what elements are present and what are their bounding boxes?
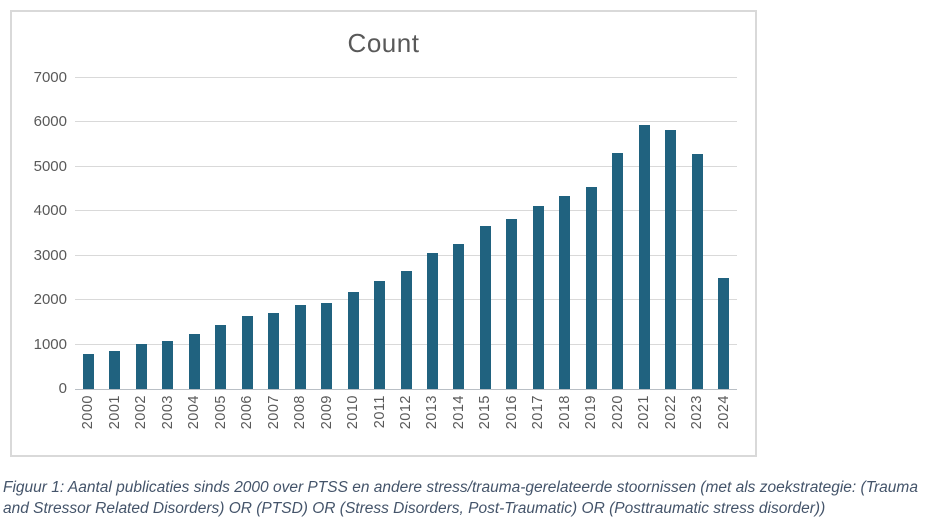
x-axis: 2000 2001 2002 2003 2004 2005 2006 2007 2008 2009… [75, 395, 737, 447]
bar-2011 [374, 281, 386, 389]
gridline-3000 [75, 254, 737, 256]
bar-2008 [294, 305, 306, 389]
x-tick-label-2011: 2011 [371, 395, 388, 429]
gridline-5000 [75, 165, 737, 167]
x-tick-label-2017: 2017 [530, 395, 547, 430]
x-tick-label-2009: 2009 [318, 395, 335, 430]
bar-2004 [188, 334, 200, 389]
bar-2014 [453, 243, 465, 389]
x-tick-label-2010: 2010 [345, 395, 362, 430]
x-tick-label-2005: 2005 [212, 395, 229, 430]
x-tick-label-2020: 2020 [609, 395, 626, 430]
bar-2003 [162, 340, 174, 389]
gridline-4000 [75, 210, 737, 212]
bar-2020 [612, 152, 624, 389]
x-tick-label-2002: 2002 [133, 395, 150, 430]
x-tick-label-2006: 2006 [239, 395, 256, 430]
bar-2018 [559, 195, 571, 389]
bar-2013 [426, 252, 438, 389]
gridline-7000 [75, 77, 737, 78]
bar-2022 [665, 129, 677, 389]
bar-2024 [718, 277, 730, 389]
figure-caption: Figuur 1: Aantal publicaties sinds 2000 … [3, 479, 918, 517]
x-tick-label-2018: 2018 [556, 395, 573, 430]
bar-2015 [479, 225, 491, 389]
x-tick-label-2019: 2019 [583, 395, 600, 430]
bar-2017 [532, 205, 544, 389]
x-tick-label-2003: 2003 [159, 395, 176, 430]
x-tick-label-2016: 2016 [503, 395, 520, 430]
x-tick-label-2007: 2007 [265, 395, 282, 430]
plot-area [75, 77, 737, 390]
chart-title: Count [347, 28, 420, 58]
x-axis-line [75, 389, 737, 390]
bar-2006 [241, 316, 253, 389]
x-tick-label-2001: 2001 [106, 395, 123, 430]
bar-2010 [347, 291, 359, 389]
x-tick-label-2015: 2015 [477, 395, 494, 430]
y-tick-label-7000: 7000 [33, 69, 67, 86]
bar-2012 [400, 270, 412, 389]
bar-2007 [268, 312, 280, 389]
bar-2005 [215, 325, 227, 389]
x-tick-label-2022: 2022 [662, 395, 679, 430]
y-axis: 0 1000 2000 3000 4000 5000 6000 7000 [23, 69, 67, 397]
y-tick-label-6000: 6000 [33, 113, 67, 131]
x-tick-label-2023: 2023 [689, 395, 706, 430]
chart-container: Count 0 1000 2000 3000 4000 5000 6000 7000 2000… [10, 10, 757, 457]
bar-2016 [506, 218, 518, 389]
bar-2021 [638, 125, 650, 389]
x-tick-label-2021: 2021 [636, 395, 653, 430]
y-tick-label-4000: 4000 [33, 202, 67, 220]
x-tick-label-2000: 2000 [80, 395, 97, 430]
bar-2002 [135, 344, 147, 389]
x-tick-label-2012: 2012 [398, 395, 414, 430]
x-tick-label-2004: 2004 [186, 395, 203, 430]
y-tick-label-2000: 2000 [33, 291, 67, 309]
bar-2000 [82, 353, 94, 389]
y-tick-label-3000: 3000 [33, 246, 67, 264]
bar-2001 [109, 350, 121, 389]
x-tick-label-2024: 2024 [715, 395, 732, 430]
x-tick-label-2008: 2008 [292, 395, 309, 430]
y-tick-label-1000: 1000 [33, 335, 67, 353]
x-tick-label-2014: 2014 [450, 395, 467, 430]
bar-2019 [585, 187, 597, 389]
bar-2009 [321, 302, 333, 389]
y-tick-label-5000: 5000 [33, 157, 67, 175]
x-tick-label-2013: 2013 [424, 395, 441, 430]
y-tick-label-0: 0 [58, 380, 67, 397]
gridline-6000 [75, 121, 737, 123]
bar-2023 [691, 154, 703, 389]
